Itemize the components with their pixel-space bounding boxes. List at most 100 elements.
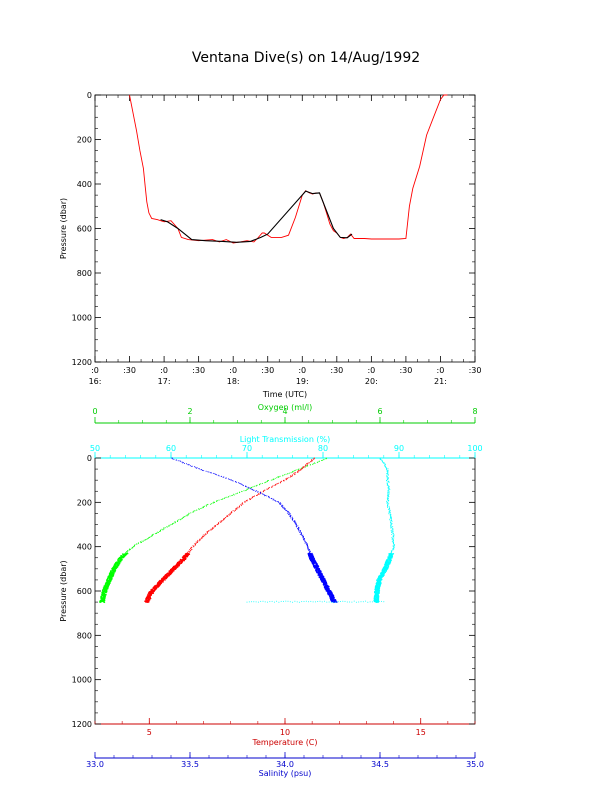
data-point-light [393, 545, 395, 547]
data-point-salinity [278, 501, 280, 503]
data-point-salinity [250, 488, 252, 490]
data-point-light [380, 572, 382, 574]
data-point-salinity [307, 548, 309, 550]
data-point-light [388, 508, 390, 510]
data-point-light [389, 489, 391, 490]
data-point-light [355, 601, 357, 603]
oxygen-tick-label: 0 [92, 407, 97, 416]
data-point-temperature [258, 493, 260, 495]
data-point-temperature [311, 460, 313, 462]
data-point-temperature [200, 538, 202, 540]
data-point-salinity [335, 601, 338, 603]
data-point-salinity [208, 471, 210, 473]
data-point-salinity [284, 508, 285, 510]
data-point-temperature [249, 498, 251, 500]
x-tick-minute: :30 [123, 366, 136, 375]
data-point-oxygen [140, 542, 142, 544]
data-point-temperature [277, 482, 279, 484]
data-point-oxygen [217, 500, 219, 502]
data-point-light [386, 494, 388, 496]
x-tick-hour: 20: [365, 377, 378, 386]
data-point-light [378, 601, 380, 603]
temperature-tick-label: 10 [280, 728, 290, 737]
data-point-temperature [193, 546, 195, 548]
data-point-oxygen [272, 479, 274, 481]
data-point-salinity [183, 463, 185, 464]
data-point-oxygen [163, 528, 165, 530]
data-point-oxygen [245, 490, 247, 492]
data-point-oxygen [119, 560, 122, 563]
data-point-salinity [186, 463, 187, 465]
data-point-salinity [265, 495, 267, 496]
light-tick-label: 100 [467, 444, 482, 453]
data-point-oxygen [296, 469, 298, 471]
series-temperature [144, 457, 315, 603]
data-point-temperature [293, 472, 295, 474]
data-point-light [273, 601, 275, 603]
data-point-temperature [152, 590, 155, 593]
data-point-light [390, 516, 391, 518]
data-point-salinity [203, 470, 205, 472]
data-point-salinity [302, 537, 304, 539]
data-point-oxygen [131, 547, 133, 549]
data-point-light [387, 491, 389, 493]
x-tick-minute: :30 [192, 366, 205, 375]
data-point-oxygen [210, 503, 211, 505]
temperature-tick-label: 5 [147, 728, 152, 737]
data-point-temperature [238, 506, 240, 508]
data-point-salinity [314, 567, 316, 569]
data-point-light [388, 491, 390, 493]
data-point-oxygen [194, 510, 196, 512]
data-point-salinity [302, 535, 304, 537]
data-point-light [358, 601, 360, 603]
data-point-temperature [303, 467, 305, 469]
data-point-temperature [157, 586, 159, 588]
data-point-light [392, 529, 394, 531]
data-point-light [384, 464, 386, 465]
data-point-temperature [186, 555, 189, 558]
data-point-temperature [297, 470, 299, 472]
data-point-light [392, 528, 394, 530]
data-point-temperature [221, 520, 223, 522]
data-point-light [383, 601, 385, 603]
salinity-tick-label: 34.0 [276, 760, 294, 769]
data-point-salinity [187, 464, 189, 466]
data-point-temperature [297, 471, 299, 473]
data-point-oxygen [239, 492, 241, 494]
data-point-salinity [297, 525, 299, 527]
data-point-oxygen [255, 485, 257, 487]
data-point-oxygen [100, 597, 102, 600]
data-point-salinity [300, 534, 302, 536]
data-point-light [353, 600, 355, 602]
data-point-temperature [194, 544, 196, 546]
data-point-salinity [288, 512, 290, 514]
data-point-temperature [313, 458, 315, 460]
data-point-oxygen [127, 550, 129, 552]
series-oxygen [99, 457, 328, 604]
data-point-oxygen [295, 469, 297, 471]
data-point-salinity [252, 489, 254, 491]
data-point-oxygen [218, 499, 220, 501]
data-point-oxygen [236, 492, 238, 494]
data-point-oxygen [158, 530, 160, 532]
data-point-salinity [222, 476, 224, 478]
data-point-temperature [212, 528, 213, 530]
data-point-oxygen [118, 562, 121, 565]
data-point-light [392, 549, 394, 551]
data-point-salinity [322, 584, 325, 586]
data-point-temperature [230, 512, 232, 514]
data-point-oxygen [201, 507, 203, 509]
data-point-temperature [283, 480, 285, 482]
data-point-salinity [235, 481, 237, 483]
data-point-temperature [297, 470, 299, 471]
data-point-salinity [304, 542, 306, 544]
x-tick-minute: :30 [330, 366, 343, 375]
data-point-salinity [264, 495, 265, 497]
data-point-light [390, 523, 392, 525]
data-point-temperature [210, 528, 212, 530]
data-point-light [391, 555, 394, 558]
data-point-light [393, 543, 395, 545]
data-point-light [387, 478, 389, 480]
data-point-temperature [314, 457, 315, 459]
data-point-light [365, 600, 367, 602]
